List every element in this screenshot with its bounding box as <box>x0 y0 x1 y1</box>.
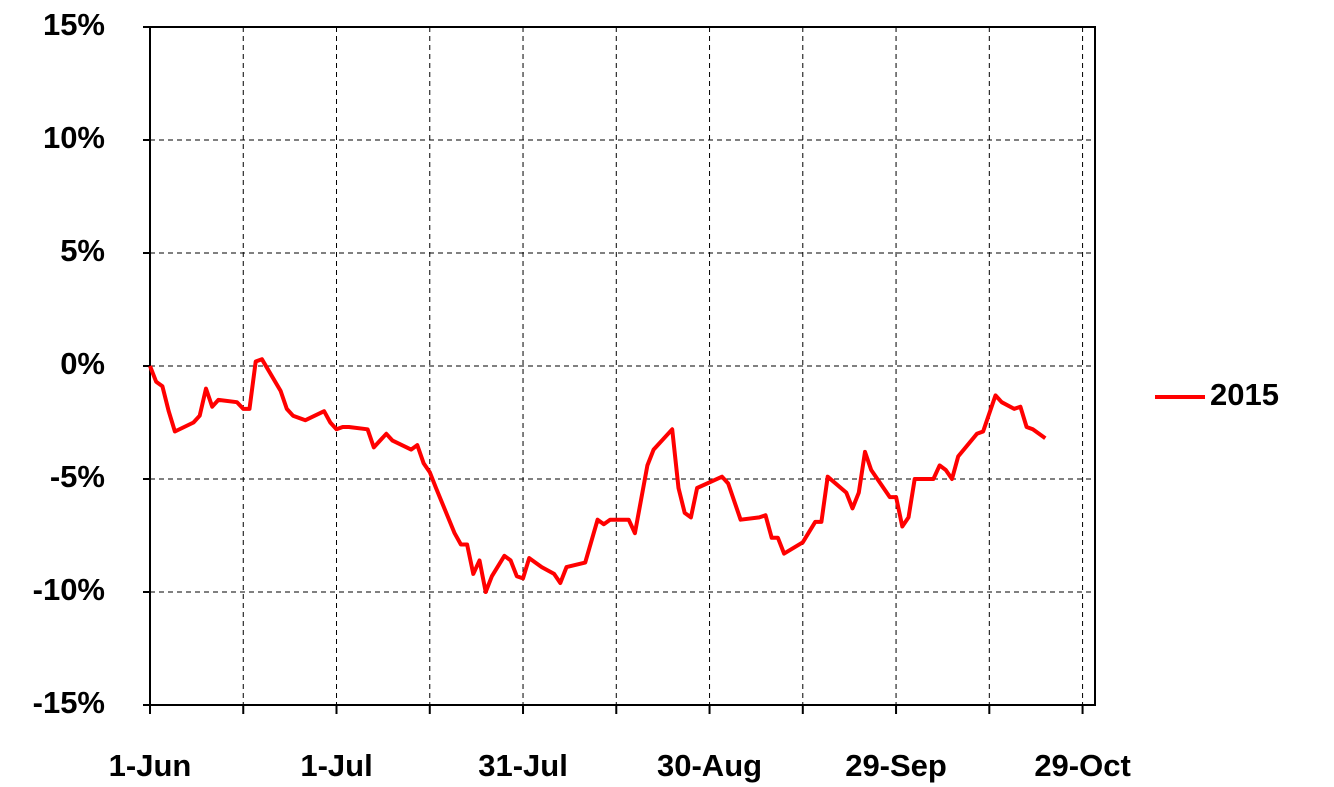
y-tick-label: -15% <box>33 685 105 720</box>
x-tick-label: 30-Aug <box>657 748 762 783</box>
x-tick-label: 29-Sep <box>845 748 947 783</box>
x-tick-label: 1-Jun <box>109 748 192 783</box>
data-line <box>148 357 1047 594</box>
y-tick-label: 0% <box>60 346 105 381</box>
y-tick-label: 10% <box>43 120 105 155</box>
y-tick-label: 5% <box>60 233 105 268</box>
y-tick-label: -5% <box>50 459 105 494</box>
y-tick-label: 15% <box>43 7 105 42</box>
x-tick-label: 31-Jul <box>478 748 568 783</box>
x-tick-label: 1-Jul <box>300 748 372 783</box>
x-tick-label: 29-Oct <box>1034 748 1130 783</box>
legend-label: 2015 <box>1210 377 1279 412</box>
y-tick-label: -10% <box>33 572 105 607</box>
